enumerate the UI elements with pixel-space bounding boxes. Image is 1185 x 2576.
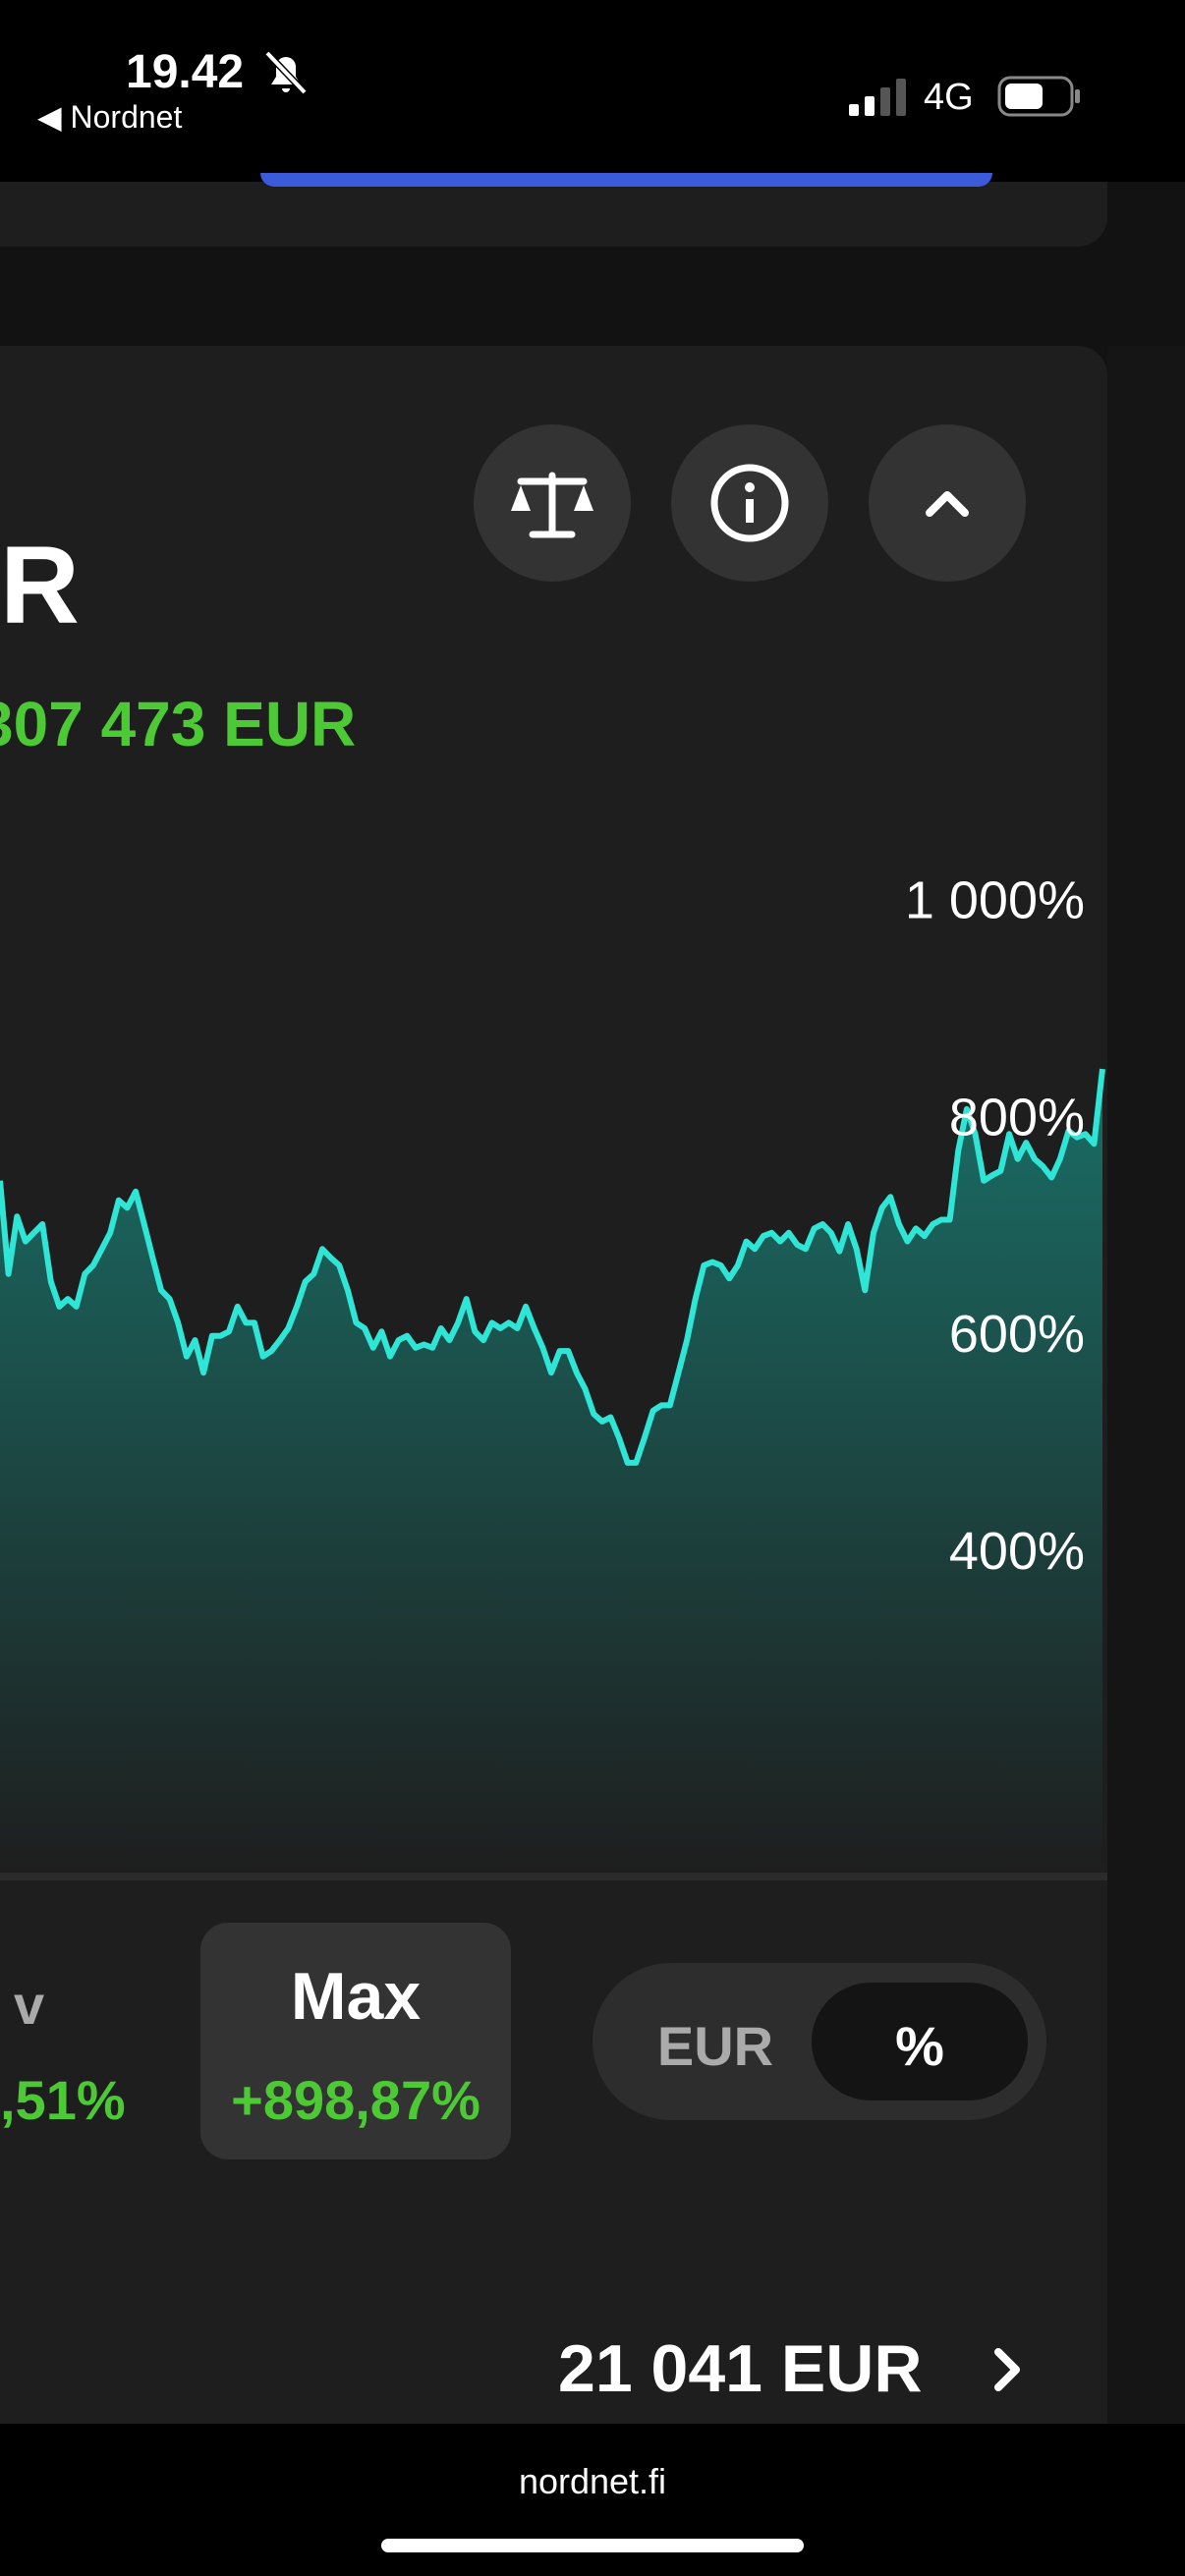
area — [0, 1069, 1102, 1875]
line — [0, 1068, 1105, 1466]
side-strip — [1107, 346, 1185, 2424]
period-max-value[interactable]: +898,87% — [231, 2069, 480, 2131]
action-button[interactable] — [260, 173, 992, 187]
compare-button[interactable] — [474, 424, 631, 582]
chevron[interactable] — [983, 2342, 1032, 2397]
period-value[interactable]: ,51% — [0, 2069, 126, 2131]
mute-icon — [264, 50, 308, 95]
unit-toggle[interactable]: EUR % — [592, 1963, 1046, 2120]
title: R — [0, 524, 80, 646]
network: 4G — [924, 77, 974, 118]
y-tick-label: 400% — [949, 1522, 1085, 1581]
info-button[interactable] — [671, 424, 828, 582]
battery-icon — [997, 76, 1080, 117]
home-indicator — [381, 2539, 804, 2552]
time: 19.42 — [126, 46, 245, 98]
signal-icon — [849, 79, 906, 116]
back-app[interactable]: Nordnet — [70, 99, 183, 135]
url[interactable]: nordnet.fi — [518, 2461, 667, 2501]
period-label[interactable]: v — [14, 1974, 45, 2036]
browser-bar: nordnet.fi — [0, 2424, 1185, 2576]
status-bar: 19.42 ◀ Nordnet 4G — [0, 0, 1185, 182]
gain: 307 473 EUR — [0, 689, 357, 759]
period-max[interactable]: Max +898,87% — [200, 1923, 511, 2159]
period-max-label[interactable]: Max — [290, 1959, 422, 2034]
y-tick-label: 800% — [949, 1088, 1085, 1147]
toggle-eur[interactable]: EUR — [656, 2015, 774, 2077]
toggle-selected — [812, 1983, 1028, 2100]
y-tick-label: 600% — [949, 1305, 1085, 1364]
back-link[interactable]: ◀ Nordnet — [37, 99, 183, 135]
summary-value[interactable]: 21 041 EUR — [558, 2331, 923, 2406]
toggle-percent[interactable]: % — [895, 2015, 944, 2077]
divider — [0, 1873, 1107, 1880]
collapse-button[interactable] — [869, 424, 1026, 582]
top-card — [0, 182, 1107, 247]
y-tick-label: 1 000% — [905, 870, 1085, 929]
